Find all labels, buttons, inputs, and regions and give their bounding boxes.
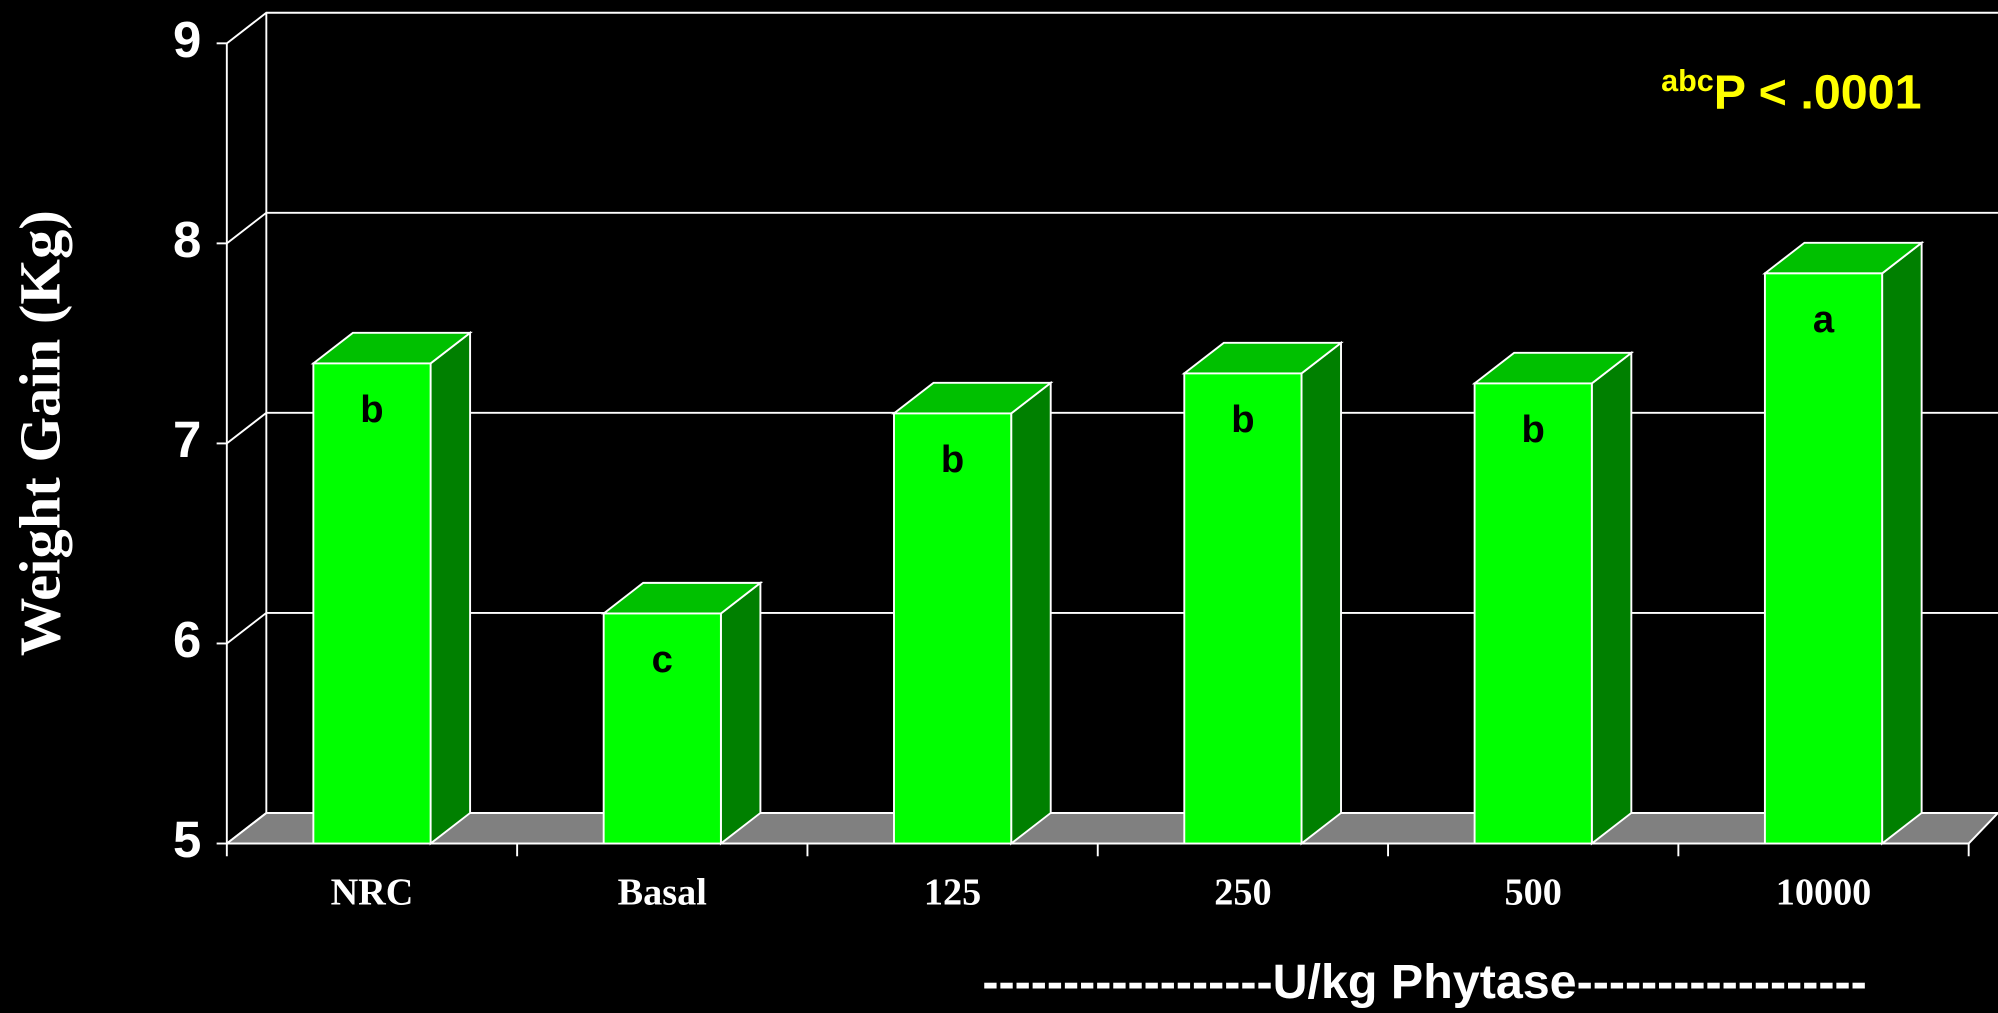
bar-letter: b bbox=[941, 438, 964, 481]
grid-line bbox=[226, 411, 1998, 445]
bar-letter: b bbox=[360, 388, 383, 431]
y-tick-label: 9 bbox=[173, 11, 201, 68]
bar-letter: a bbox=[1813, 298, 1835, 341]
x-tick-label: 125 bbox=[924, 872, 981, 914]
x-tick-label: 500 bbox=[1505, 872, 1562, 914]
bar-side bbox=[1881, 240, 1923, 846]
annotation-text: P < .0001 bbox=[1714, 65, 1922, 119]
bar-side bbox=[1300, 340, 1342, 846]
bar-letter: c bbox=[652, 638, 673, 681]
bar bbox=[1473, 382, 1593, 845]
bar-letter: b bbox=[1522, 408, 1545, 451]
x-tick-label: Basal bbox=[618, 872, 707, 914]
annotation-sup: abc bbox=[1661, 64, 1714, 98]
bar-letter: b bbox=[1231, 398, 1254, 441]
grid-line bbox=[226, 811, 1998, 845]
y-tick-label: 7 bbox=[173, 411, 201, 468]
y-tick-label: 6 bbox=[173, 611, 201, 668]
bar bbox=[602, 612, 722, 845]
grid-line bbox=[226, 11, 1998, 45]
x-tick-label: NRC bbox=[331, 872, 414, 914]
x-tick-label: 250 bbox=[1214, 872, 1271, 914]
bar bbox=[893, 412, 1013, 845]
y-tick-label: 5 bbox=[173, 811, 201, 868]
grid-line bbox=[226, 611, 1998, 645]
bar-side bbox=[719, 580, 762, 846]
bar-side bbox=[1010, 380, 1052, 846]
bar bbox=[312, 362, 432, 845]
bar bbox=[1183, 372, 1303, 845]
x-axis-label: ------------------U/kg Phytase----------… bbox=[982, 955, 1866, 1009]
annotation: abcP < .0001 bbox=[1661, 64, 1921, 119]
bar-side bbox=[429, 330, 472, 846]
bar bbox=[1763, 272, 1884, 845]
floor bbox=[224, 811, 1998, 845]
x-tick-label: 10000 bbox=[1776, 872, 1872, 914]
grid-line bbox=[226, 211, 1998, 245]
y-axis-label: Weight Gain (Kg) bbox=[7, 210, 72, 656]
bar-side bbox=[1590, 350, 1633, 846]
y-tick-label: 8 bbox=[173, 211, 201, 268]
